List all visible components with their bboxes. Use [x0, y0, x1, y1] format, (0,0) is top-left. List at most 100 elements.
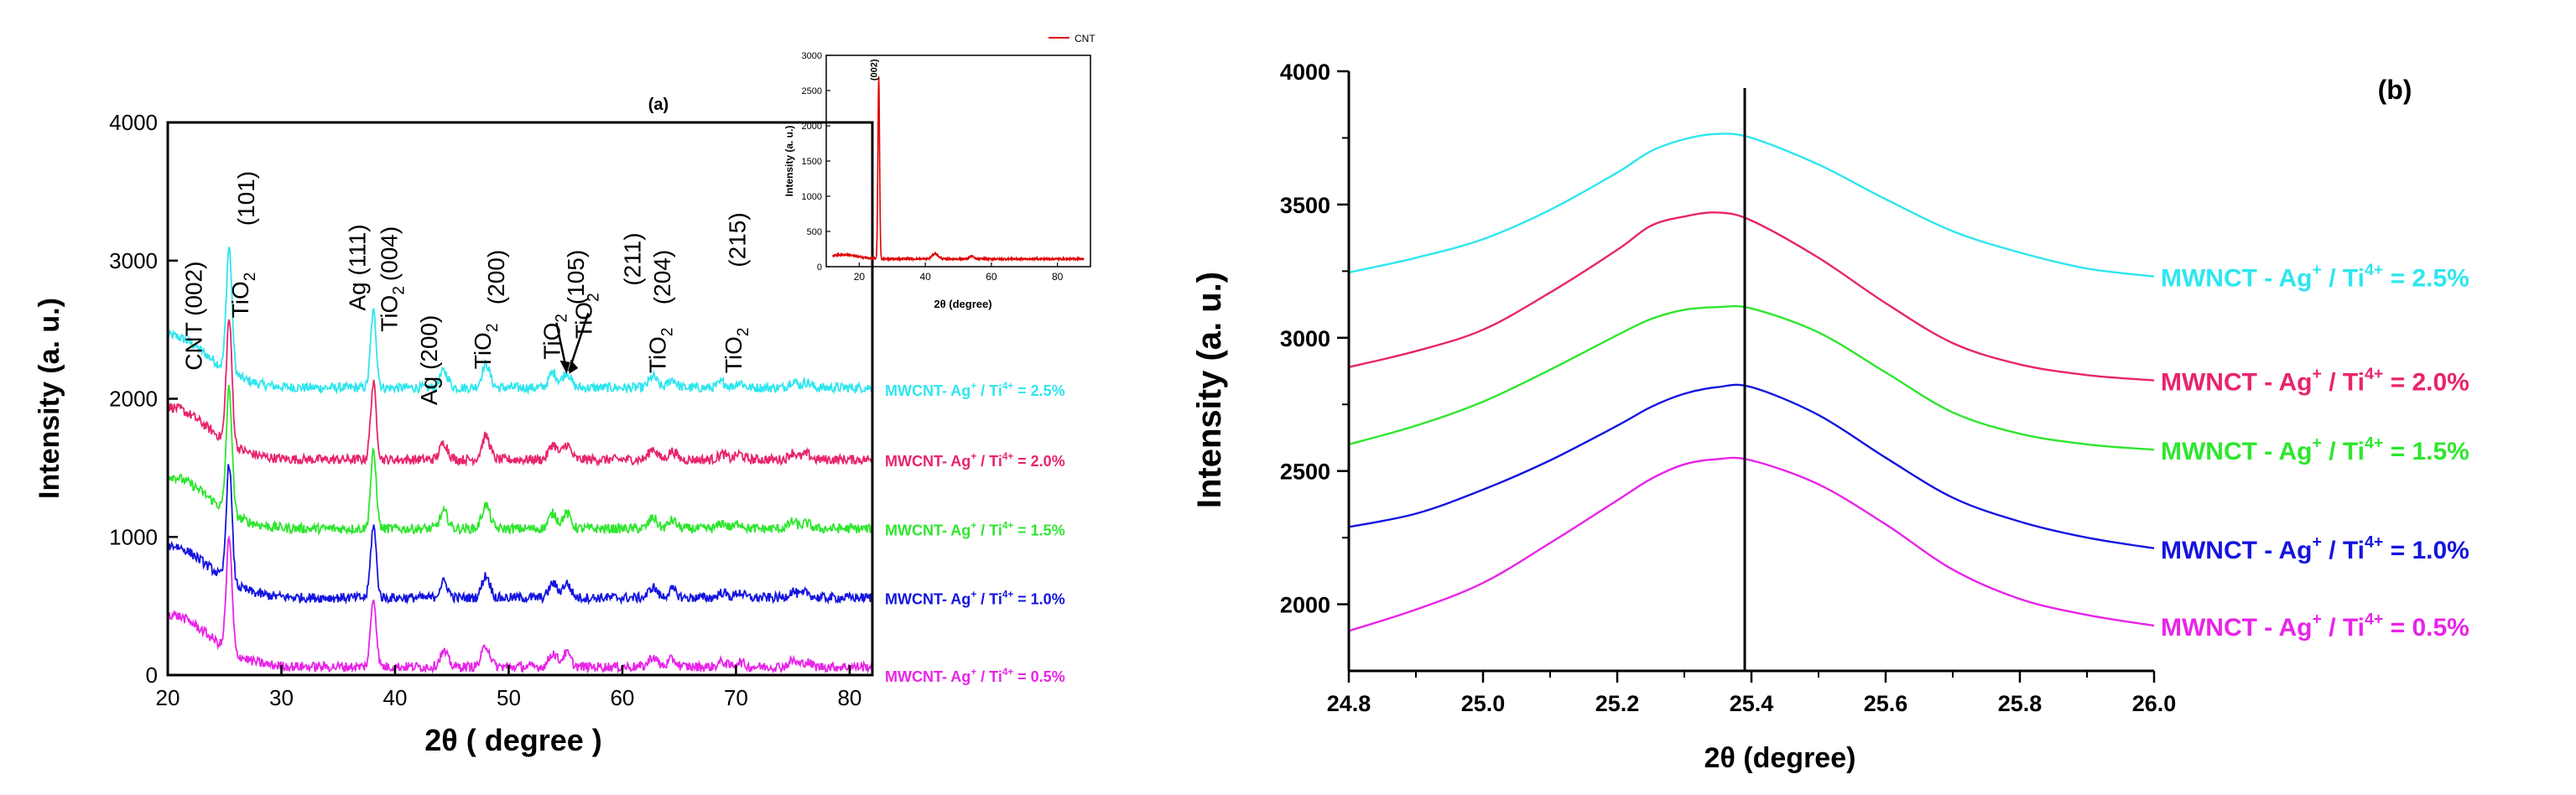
- tio2-label-main-5: TiO: [644, 336, 670, 373]
- tio2-label-sub-5: 2: [658, 328, 676, 337]
- tio2-label-main-0: TiO: [227, 281, 253, 318]
- panel-b-series-label-2-part-4: = 1.5%: [2383, 438, 2469, 465]
- tio2-label-1: TiO2: [377, 286, 409, 332]
- y-tick-label-3000: 3000: [109, 248, 158, 273]
- inset-plot-frame: [825, 55, 1091, 268]
- peak-annotation-5: (200): [483, 250, 509, 304]
- x-tick-label-30: 30: [269, 685, 294, 710]
- x-tick-label-40: 40: [383, 685, 408, 710]
- inset-x-axis-label-unit: (degree): [946, 298, 992, 310]
- tio2-label-sub-2: 2: [484, 324, 502, 333]
- inset-cnt-curve: [832, 76, 1085, 262]
- inset-curve: [832, 76, 1085, 262]
- panel-b-series-label-0-part-2: / Ti: [2322, 265, 2365, 293]
- b-x-tick-label-25.8: 25.8: [1998, 691, 2043, 716]
- panel-b-y-axis-label: Intensity (a. u.): [1191, 272, 1228, 508]
- tio2-label-sub-3: 2: [553, 314, 570, 323]
- panel-b-x-axis-label-prefix: 2: [1704, 742, 1720, 774]
- panel-b-series-label-3-part-3: 4+: [2365, 533, 2383, 551]
- inset-x-axis-label-theta: θ: [940, 298, 946, 310]
- panel-a-inset-chart: 20 40 60 80 0 500 1000 1500 2000 2500 3000 (002) I…: [783, 33, 1095, 310]
- panel-b-series-curve-3: [1348, 383, 2155, 549]
- b-y-tick-label-4000: 4000: [1280, 60, 1330, 85]
- panel-a-series-label-3: MWCNT- Ag+ / Ti4+ = 1.0%: [885, 590, 1065, 608]
- x-tick-label-50: 50: [497, 685, 521, 710]
- panel-b-axes: [1347, 71, 2154, 673]
- panel-b-series-label-2-part-2: / Ti: [2322, 438, 2365, 465]
- panel-b-series-label-1-part-2: / Ti: [2322, 369, 2365, 397]
- panel-b-series-label-3-part-1: +: [2313, 533, 2322, 551]
- panel-a-series-labels: MWCNT- Ag+ / Ti4+ = 2.5%MWCNT- Ag+ / Ti4…: [885, 381, 1065, 685]
- panel-b-series-label-0: MWNCT - Ag+ / Ti4+ = 2.5%: [2161, 261, 2469, 293]
- tio2-label-6: TiO2: [721, 328, 752, 374]
- panel-a-series-curve-1: [167, 319, 873, 467]
- panel-a-series-label-2: MWCNT- Ag+ / Ti4+ = 1.5%: [885, 520, 1065, 538]
- panel-a-series-label-3-part-4: = 1.0%: [1013, 591, 1065, 608]
- inset-x-axis-label: 2θ (degree): [934, 298, 991, 310]
- arrowhead-105: [559, 360, 570, 374]
- y-tick-label-4000: 4000: [109, 110, 158, 135]
- tio2-label-sub-6: 2: [735, 328, 752, 337]
- inset-y-tick-label-3000: 3000: [802, 51, 822, 61]
- inset-legend-label: CNT: [1075, 33, 1095, 44]
- panel-b-series-label-3-part-2: / Ti: [2322, 537, 2365, 564]
- panel-b-series-label-1-part-1: +: [2313, 365, 2322, 383]
- tio2-label-main-4: TiO: [570, 302, 596, 339]
- tio2-label-0: TiO2: [227, 273, 259, 319]
- panel-b-series-label-3-part-0: MWNCT - Ag: [2161, 537, 2313, 564]
- panel-b-series-label-2: MWNCT - Ag+ / Ti4+ = 1.5%: [2161, 434, 2469, 466]
- panel-b-series-curve-4: [1348, 456, 2155, 632]
- panel-b-series-label-1: MWNCT - Ag+ / Ti4+ = 2.0%: [2161, 365, 2469, 397]
- panel-b-series-label-0-part-0: MWNCT - Ag: [2161, 265, 2313, 293]
- arrowhead-211: [569, 359, 579, 374]
- panel-b-series-label-4-part-3: 4+: [2365, 610, 2383, 628]
- panel-b-curves: [1348, 132, 2155, 632]
- peak-annotation-6: (105): [563, 250, 589, 304]
- tio2-label-main-2: TiO: [470, 332, 496, 369]
- tio2-label-sub-0: 2: [242, 273, 259, 282]
- panel-b-series-curve-2: [1348, 304, 2155, 451]
- panel-a-series-label-0-part-0: MWCNT- Ag: [885, 382, 971, 399]
- y-tick-label-0: 0: [146, 662, 158, 688]
- inset-ticks: 20 40 60 80 0 500 1000 1500 2000 2500 3000: [802, 51, 1064, 283]
- y-tick-label-2000: 2000: [109, 387, 158, 412]
- panel-a-series-curve-2: [167, 385, 873, 536]
- panel-a-series-label-1-part-0: MWCNT- Ag: [885, 453, 971, 470]
- panel-a-series-curve-0: [167, 247, 873, 396]
- panel-a-series-label-3-part-1: +: [971, 590, 976, 600]
- b-y-tick-label-2000: 2000: [1280, 593, 1330, 618]
- panel-b-series-curve-0: [1348, 132, 2155, 278]
- tio2-label-main-6: TiO: [721, 336, 747, 373]
- inset-y-tick-label-1500: 1500: [802, 157, 822, 167]
- y-tick-label-1000: 1000: [109, 524, 158, 549]
- panel-b-series-label-2-part-3: 4+: [2365, 434, 2383, 453]
- panel-a-series-label-4-part-3: 4+: [1002, 667, 1014, 678]
- panel-b-x-axis-label-theta: θ: [1720, 742, 1735, 774]
- tio2-label-5: TiO2: [644, 328, 676, 374]
- inset-x-tick-label-60: 60: [986, 271, 997, 283]
- panel-a-series-label-3-part-2: / Ti: [976, 591, 1002, 608]
- inset-x-tick-label-80: 80: [1052, 271, 1064, 283]
- x-tick-label-60: 60: [610, 685, 634, 710]
- b-x-tick-label-24.8: 24.8: [1327, 691, 1371, 716]
- panel-a-series-label-3-part-3: 4+: [1002, 590, 1014, 600]
- panel-a-y-axis-label: Intensity (a. u.): [34, 298, 65, 499]
- panel-a-series-label-2-part-1: +: [971, 520, 976, 531]
- b-x-tick-label-25.4: 25.4: [1730, 691, 1774, 716]
- panel-a-series-label-4-part-2: / Ti: [976, 668, 1002, 685]
- panel-b-series-label-4-part-2: / Ti: [2322, 614, 2365, 642]
- b-x-tick-label-26.0: 26.0: [2132, 691, 2177, 716]
- panel-b-ticks: 24.8 25.0 25.2 25.4 25.6 25.8 26.0 2000 2500 3000…: [1280, 60, 2176, 716]
- x-tick-label-70: 70: [724, 685, 748, 710]
- panel-a-series-label-1-part-1: +: [971, 451, 976, 462]
- panel-a-series-label-2-part-2: / Ti: [976, 522, 1002, 538]
- panel-a-series-label-1-part-4: = 2.0%: [1013, 453, 1065, 470]
- panel-a-x-axis-label-prefix: 2: [424, 723, 441, 757]
- panel-a-series-label-4: MWCNT- Ag+ / Ti4+ = 0.5%: [885, 667, 1065, 685]
- panel-a-label: (a): [648, 96, 669, 114]
- peak-annotation-8: (204): [649, 250, 675, 304]
- peak-annotation-3: (004): [377, 226, 403, 281]
- peak-annotation-2: Ag (111): [345, 224, 371, 310]
